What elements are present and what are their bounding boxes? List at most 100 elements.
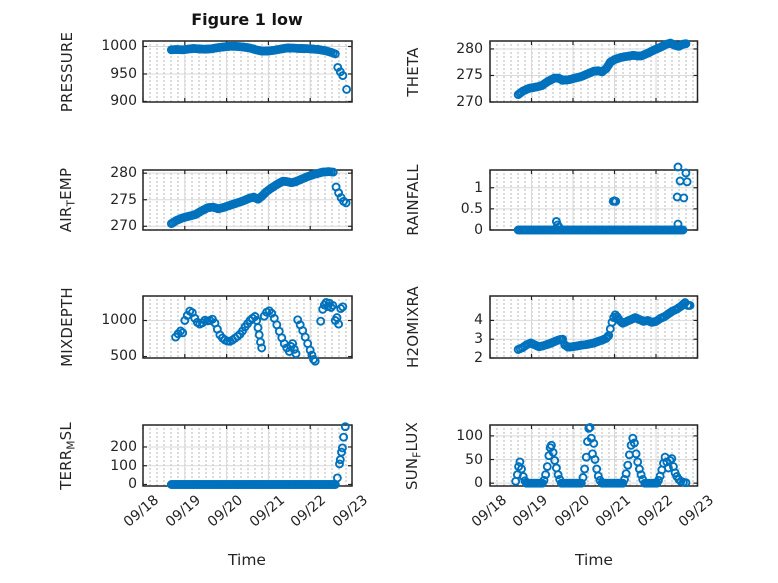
marker: [340, 422, 350, 432]
marker: [328, 167, 338, 177]
xtick-label: 09/20: [551, 492, 593, 531]
xtick-label: 09/18: [468, 492, 510, 531]
marker: [341, 84, 351, 94]
x-axis-label-right: Time: [575, 551, 613, 569]
marker: [327, 300, 337, 310]
ylabel-terrmsl: TERRMSL: [57, 422, 78, 490]
marker: [592, 464, 602, 474]
marker: [310, 356, 320, 366]
marker: [539, 475, 549, 485]
data-markers: [166, 422, 350, 489]
xtick-label: 09/19: [162, 492, 204, 531]
ylabel-airtemp: AIRTEMP: [57, 168, 78, 232]
ytick-label-h2omixra: 2: [474, 349, 483, 366]
ylabel-subscript: T: [65, 199, 78, 207]
marker: [667, 454, 677, 464]
data-markers: [166, 167, 351, 229]
marker: [177, 327, 187, 337]
plot-svg-terrmsl: [141, 422, 353, 489]
ytick-label-airtemp: 275: [110, 191, 137, 208]
marker: [308, 354, 318, 364]
ylabel-text: RAINFALL: [404, 164, 422, 236]
marker: [673, 219, 683, 229]
data-markers: [170, 297, 347, 366]
ylabel-text: PRESSURE: [58, 31, 76, 112]
xtick-label: 09/20: [204, 492, 246, 531]
ylabel-text: H2OMIXRA: [404, 285, 422, 368]
xtick-label: 09/21: [592, 492, 635, 531]
marker: [629, 438, 639, 448]
marker: [675, 176, 685, 186]
marker: [681, 39, 691, 49]
marker: [585, 422, 595, 432]
ylabel-text: MIXDEPTH: [58, 286, 76, 367]
marker: [256, 342, 266, 352]
axes-box: [489, 169, 699, 231]
ytick-label-mixdepth: 500: [110, 348, 137, 365]
ytick-label-h2omixra: 3: [474, 330, 483, 347]
grid-major: [490, 170, 698, 230]
ylabel-text: LUX: [402, 421, 421, 451]
marker: [679, 193, 689, 203]
ytick-label-airtemp: 270: [110, 218, 137, 235]
marker: [631, 449, 641, 459]
marker: [334, 459, 344, 469]
ytick-label-pressure: 950: [110, 65, 137, 82]
xtick-label: 09/22: [634, 492, 676, 531]
ylabel-h2omixra: H2OMIXRA: [404, 286, 422, 368]
marker: [578, 473, 588, 482]
marker: [580, 464, 590, 474]
ylabel-subscript: M: [65, 439, 78, 450]
data-markers: [513, 162, 692, 235]
grid-major: [142, 425, 352, 486]
marker: [638, 474, 648, 484]
marker: [337, 443, 347, 453]
marker: [673, 162, 683, 172]
axis-ticks: [141, 295, 353, 358]
marker: [541, 470, 551, 480]
marker: [678, 225, 688, 235]
ylabel-text: TERR: [56, 449, 75, 490]
marker: [589, 438, 599, 448]
ylabel-text: EMP: [56, 167, 75, 200]
marker: [253, 322, 262, 332]
ytick-label-sunflux: 50: [465, 451, 483, 468]
ylabel-text: AIR: [56, 206, 75, 233]
marker: [553, 470, 563, 480]
marker: [289, 344, 299, 354]
plot-svg-airtemp: [141, 167, 353, 231]
axes-box: [141, 424, 353, 487]
marker: [593, 471, 603, 481]
ylabel-sunflux: SUNFLUX: [403, 421, 424, 489]
marker: [681, 168, 691, 178]
ylabel-rainfall: RAINFALL: [404, 164, 422, 236]
xtick-label: 09/21: [246, 492, 288, 531]
marker: [338, 432, 348, 442]
marker: [332, 473, 342, 483]
ytick-label-pressure: 1000: [101, 38, 137, 55]
marker: [291, 348, 300, 358]
marker: [682, 177, 692, 187]
x-axis-label-left: Time: [228, 551, 266, 569]
data-markers: [513, 297, 695, 354]
axes-box: [141, 40, 353, 103]
xtick-label: 09/22: [288, 492, 330, 531]
marker: [254, 329, 264, 339]
ytick-label-terrmsl: 0: [128, 476, 137, 493]
plot-area-terrmsl: [142, 425, 352, 486]
ytick-label-pressure: 900: [110, 93, 137, 110]
marker: [315, 316, 325, 326]
xtick-label: 09/23: [329, 492, 372, 531]
xtick-label: 09/23: [675, 492, 718, 531]
ytick-label-rainfall: 0: [474, 222, 483, 238]
plot-svg-rainfall: [489, 162, 699, 235]
axis-ticks: [141, 425, 353, 486]
plot-svg-sunflux: [489, 422, 699, 488]
ytick-label-rainfall: 1: [474, 179, 483, 196]
marker: [636, 470, 646, 480]
axis-ticks: [489, 41, 699, 103]
ylabel-pressure: PRESSURE: [58, 31, 76, 111]
marker: [337, 301, 347, 311]
axis-ticks: [489, 170, 699, 231]
ylabel-mixdepth: MIXDEPTH: [58, 287, 76, 367]
